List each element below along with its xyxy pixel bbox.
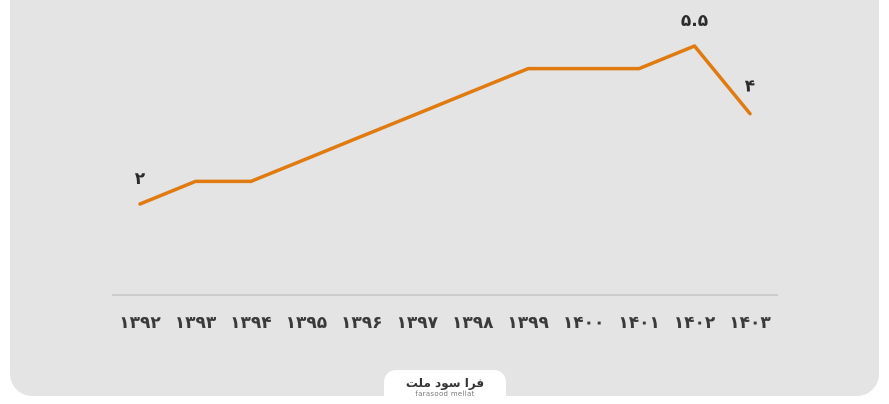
series-line bbox=[138, 44, 752, 206]
x-tick-label: ۱۳۹۴ bbox=[230, 313, 272, 333]
brand-name-fa: فرا سود ملت bbox=[405, 376, 485, 390]
x-tick-label: ۱۴۰۰ bbox=[563, 313, 605, 333]
x-tick-label: ۱۴۰۱ bbox=[618, 313, 660, 333]
x-tick-labels: ۱۳۹۲ ۱۳۹۳ ۱۳۹۴ ۱۳۹۵ ۱۳۹۶ ۱۳۹۷ ۱۳۹۸ ۱۳۹۹ ۱۴۰۰ ۱۴۰۱… bbox=[119, 313, 771, 333]
x-tick-label: ۱۳۹۸ bbox=[452, 313, 494, 333]
x-tick-label: ۱۳۹۶ bbox=[341, 313, 383, 333]
data-label: ۲ bbox=[135, 169, 146, 189]
x-tick-label: ۱۳۹۹ bbox=[507, 313, 549, 333]
data-label: ۵.۵ bbox=[681, 11, 708, 31]
data-labels: ۲ ۵.۵ ۴ bbox=[135, 11, 755, 189]
brand-name-en: farasood mellat bbox=[415, 390, 475, 398]
x-tick-label: ۱۴۰۳ bbox=[729, 313, 771, 333]
x-tick-label: ۱۳۹۲ bbox=[119, 313, 161, 333]
x-tick-label: ۱۳۹۳ bbox=[175, 313, 217, 333]
data-label: ۴ bbox=[745, 77, 755, 97]
x-tick-label: ۱۳۹۵ bbox=[286, 313, 328, 333]
x-tick-label: ۱۳۹۷ bbox=[397, 313, 439, 333]
x-tick-label: ۱۴۰۲ bbox=[674, 313, 716, 333]
brand-logo: فرا سود ملت farasood mellat bbox=[384, 370, 506, 404]
